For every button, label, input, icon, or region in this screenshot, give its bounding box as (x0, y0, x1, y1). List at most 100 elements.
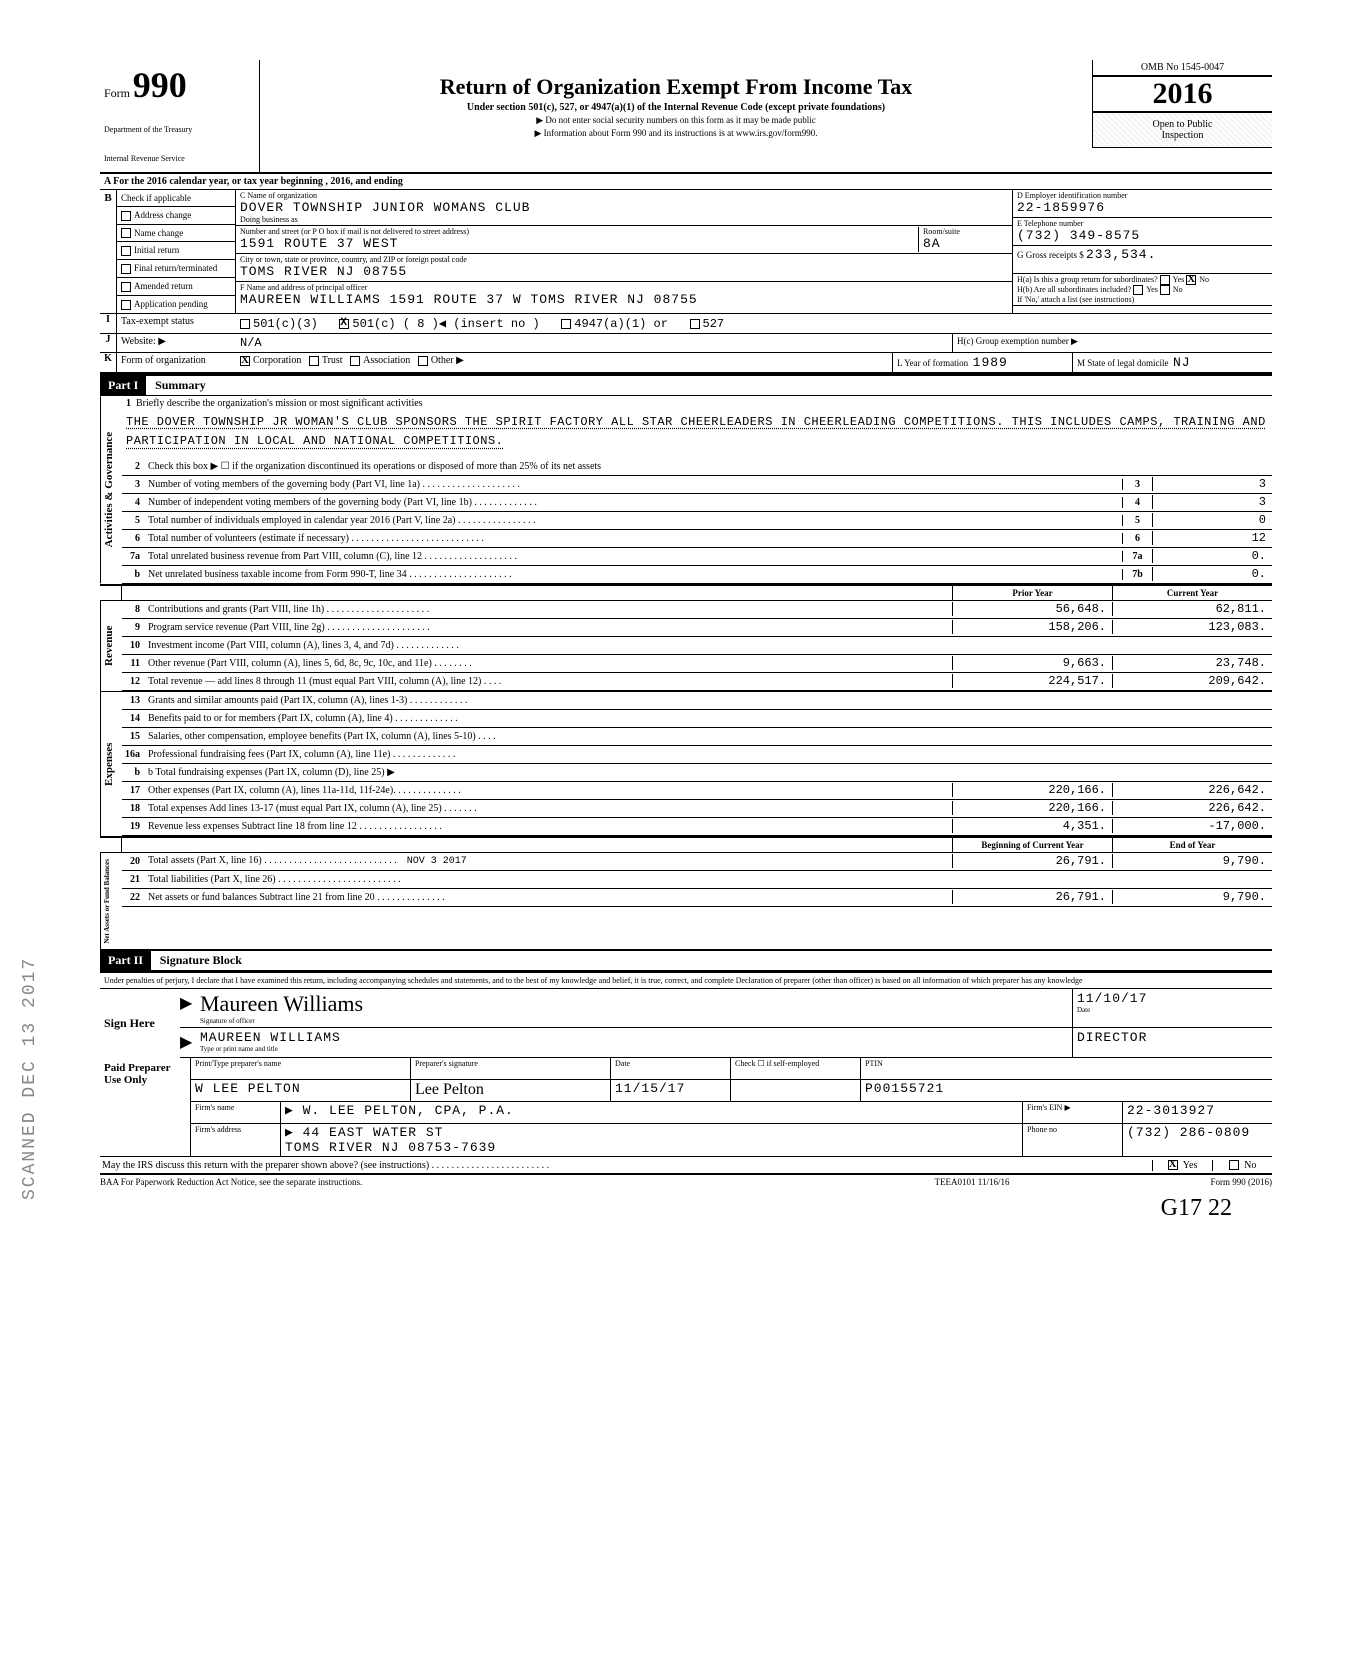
main-title: Return of Organization Exempt From Incom… (268, 74, 1084, 100)
checkbox-icon[interactable] (309, 356, 319, 366)
checkbox-icon[interactable] (350, 356, 360, 366)
firm-addr-lbl: Firm's address (190, 1124, 280, 1156)
revenue-section: Revenue 8Contributions and grants (Part … (100, 601, 1272, 691)
sig-line-2: ▶ MAUREEN WILLIAMS Type or print name an… (180, 1028, 1272, 1058)
checkbox-icon[interactable] (240, 319, 250, 329)
line-14: Benefits paid to or for members (Part IX… (146, 712, 952, 725)
city-val: TOMS RIVER NJ 08755 (240, 264, 407, 279)
check-addr[interactable]: Address change (117, 207, 235, 225)
ha-label: H(a) Is this a group return for subordin… (1017, 275, 1158, 284)
prep-h2: Preparer's signature (410, 1058, 610, 1079)
c8: 62,811. (1112, 602, 1272, 616)
prep-ptin: P00155721 (860, 1080, 1272, 1101)
checkbox-icon[interactable] (121, 300, 131, 310)
prep-sig: Lee Pelton (410, 1080, 610, 1101)
check-title: Check if applicable (117, 190, 235, 207)
line-16b: b Total fundraising expenses (Part IX, c… (146, 766, 952, 779)
c17: 226,642. (1112, 783, 1272, 797)
sign-here: Sign Here (100, 989, 180, 1058)
form-org-opts: Corporation Trust Association Other ▶ (236, 353, 892, 372)
line-7a: Total unrelated business revenue from Pa… (146, 550, 1122, 563)
checkbox-icon[interactable] (339, 319, 349, 329)
line-11: Other revenue (Part VIII, column (A), li… (146, 657, 952, 670)
year-formation: L Year of formation 1989 (892, 353, 1072, 372)
line-6: Total number of volunteers (estimate if … (146, 532, 1122, 545)
received-stamp: NOV 3 2017 (407, 856, 467, 867)
line-12: Total revenue — add lines 8 through 11 (… (146, 675, 952, 688)
checkbox-icon[interactable] (1160, 275, 1170, 285)
signature-block: Under penalties of perjury, I declare th… (100, 971, 1272, 1058)
line-2: Check this box ▶ ☐ if the organization d… (146, 460, 1272, 473)
f-label: F Name and address of principal officer (240, 283, 1008, 292)
label-b: B (100, 190, 116, 314)
city-label: City or town, state or province, country… (240, 255, 1008, 264)
checkbox-icon[interactable] (1160, 285, 1170, 295)
checkbox-icon[interactable] (418, 356, 428, 366)
part-2-title: Signature Block (154, 951, 248, 970)
hb2-label: If 'No,' attach a list (see instructions… (1017, 295, 1268, 304)
check-final[interactable]: Final return/terminated (117, 260, 235, 278)
org-name: DOVER TOWNSHIP JUNIOR WOMANS CLUB (240, 200, 530, 215)
checkbox-icon[interactable] (121, 211, 131, 221)
firm-name-lbl: Firm's name (190, 1102, 280, 1123)
officer-name: MAUREEN WILLIAMS (200, 1030, 1068, 1045)
line-22: Net assets or fund balances Subtract lin… (146, 891, 952, 904)
checkbox-icon[interactable] (561, 319, 571, 329)
gross-row: G Gross receipts $ 233,534. (1013, 246, 1272, 274)
checkbox-icon[interactable] (1229, 1160, 1239, 1170)
tax-exempt-label: Tax-exempt status (116, 314, 236, 333)
firm-phone: (732) 286-0809 (1122, 1124, 1272, 1156)
p12: 224,517. (952, 674, 1112, 688)
activities-governance: Activities & Governance 1 Briefly descri… (100, 396, 1272, 583)
website-label: Website: ▶ (116, 334, 236, 352)
phone-lbl: Phone no (1022, 1124, 1122, 1156)
discuss-text: May the IRS discuss this return with the… (100, 1159, 1152, 1172)
checkbox-icon[interactable] (121, 246, 131, 256)
checkbox-icon[interactable] (1168, 1160, 1178, 1170)
prep-h1: Print/Type preparer's name (190, 1058, 410, 1079)
part-1-title: Summary (149, 376, 212, 395)
line-3: Number of voting members of the governin… (146, 478, 1122, 491)
open-to-public: Open to Public Inspection (1092, 112, 1272, 148)
check-name[interactable]: Name change (117, 225, 235, 243)
part-2-header: Part II Signature Block (100, 949, 1272, 971)
checkbox-icon[interactable] (121, 228, 131, 238)
check-amended[interactable]: Amended return (117, 278, 235, 296)
l1-label: Briefly describe the organization's miss… (136, 398, 423, 409)
tax-year: 2016 (1092, 76, 1272, 112)
footer: BAA For Paperwork Reduction Act Notice, … (100, 1175, 1272, 1187)
checkbox-icon[interactable] (121, 282, 131, 292)
val-4: 3 (1152, 495, 1272, 509)
val-7b: 0. (1152, 567, 1272, 581)
checkbox-icon[interactable] (690, 319, 700, 329)
check-pending[interactable]: Application pending (117, 296, 235, 313)
subtitle-2a: ▶ Do not enter social security numbers o… (268, 115, 1084, 126)
row-k: K Form of organization Corporation Trust… (100, 353, 1272, 374)
c18: 226,642. (1112, 801, 1272, 815)
begin-end-header: Beginning of Current Year End of Year (100, 836, 1272, 853)
phone-val: (732) 349-8575 (1017, 228, 1140, 243)
form-header: Form 990 Department of the Treasury Inte… (100, 60, 1272, 174)
check-applicable: Check if applicable Address change Name … (116, 190, 236, 314)
prep-h3: Date (610, 1058, 730, 1079)
val-5: 0 (1152, 513, 1272, 527)
line-13: Grants and similar amounts paid (Part IX… (146, 694, 952, 707)
check-initial[interactable]: Initial return (117, 242, 235, 260)
line-5: Total number of individuals employed in … (146, 514, 1122, 527)
city-row: City or town, state or province, country… (236, 254, 1012, 282)
line-15: Salaries, other compensation, employee b… (146, 730, 952, 743)
line-17: Other expenses (Part IX, column (A), lin… (146, 784, 952, 797)
checkbox-icon[interactable] (1186, 275, 1196, 285)
title-cell: Return of Organization Exempt From Incom… (260, 60, 1092, 145)
net-assets-section: Net Assets or Fund Balances 20Total asse… (100, 853, 1272, 950)
checkbox-icon[interactable] (121, 264, 131, 274)
checkbox-icon[interactable] (240, 356, 250, 366)
checkbox-icon[interactable] (1133, 285, 1143, 295)
room-val: 8A (923, 236, 941, 251)
mission-text: THE DOVER TOWNSHIP JR WOMAN'S CLUB SPONS… (122, 411, 1272, 457)
line-20: Total assets (Part X, line 16) . . . . .… (146, 854, 952, 868)
col-current: Current Year (1112, 586, 1272, 600)
paid-preparer: Paid Preparer Use Only Print/Type prepar… (100, 1058, 1272, 1157)
footer-baa: BAA For Paperwork Reduction Act Notice, … (100, 1177, 872, 1187)
vtab-expenses: Expenses (100, 692, 122, 836)
